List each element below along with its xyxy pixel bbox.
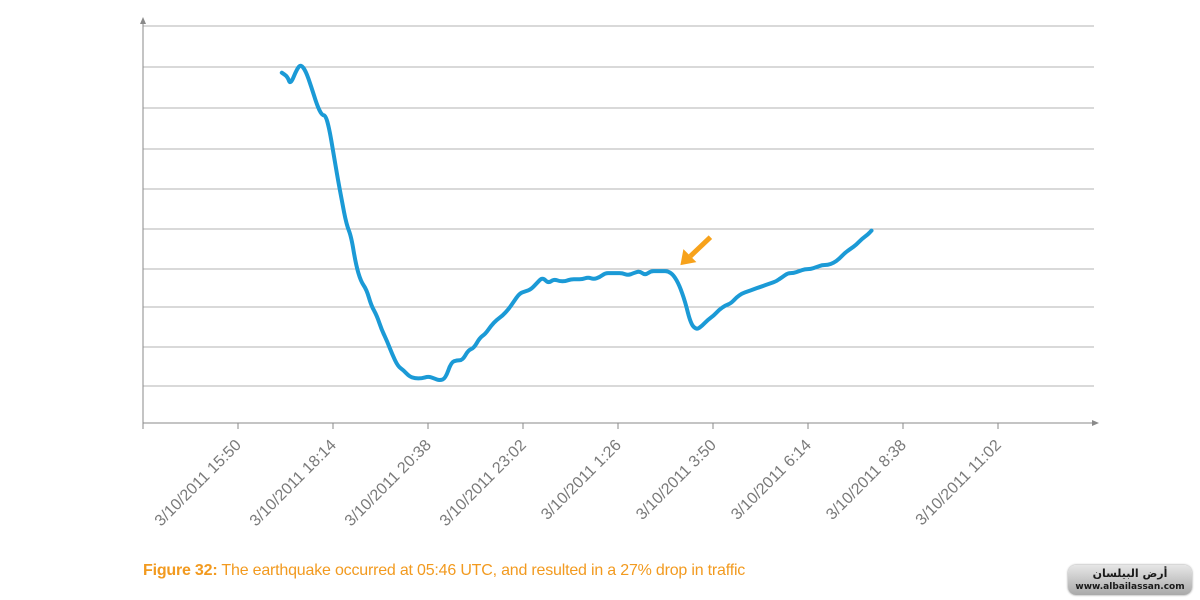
watermark-logo-text: أرض البيلسان (1092, 567, 1168, 580)
y-axis-arrowhead (140, 17, 146, 24)
x-tick-label: 3/10/2011 8:38 (823, 437, 910, 524)
x-tick-label: 3/10/2011 1:26 (538, 437, 625, 524)
x-tick-label: 3/10/2011 18:14 (247, 437, 340, 530)
caption-text: The earthquake occurred at 05:46 UTC, an… (217, 562, 746, 579)
x-ticks (142, 423, 999, 429)
x-axis-arrowhead (1092, 420, 1099, 426)
axes (140, 17, 1099, 426)
x-tick-label: 3/10/2011 20:38 (342, 437, 435, 530)
x-tick-label: 3/10/2011 6:14 (728, 437, 815, 524)
figure-caption: Figure 32: The earthquake occurred at 05… (143, 562, 745, 580)
watermark-url: www.albailassan.com (1075, 582, 1185, 592)
caption-label: Figure 32: (143, 562, 218, 579)
x-tick-label: 3/10/2011 15:50 (152, 437, 245, 530)
traffic-series-line (279, 63, 874, 382)
gridlines (143, 25, 1094, 387)
arrow-shaft (688, 235, 713, 258)
earthquake-arrow-annotation (680, 235, 713, 266)
watermark-logo: أرض البيلسان www.albailassan.com (1068, 565, 1192, 595)
x-tick-label: 3/10/2011 3:50 (633, 437, 720, 524)
x-tick-label: 3/10/2011 11:02 (913, 437, 1005, 529)
x-tick-label: 3/10/2011 23:02 (437, 437, 530, 530)
arrow-head (680, 249, 697, 266)
x-tick-labels: 3/10/2011 15:50 3/10/2011 18:14 3/10/2011 … (152, 437, 1005, 530)
